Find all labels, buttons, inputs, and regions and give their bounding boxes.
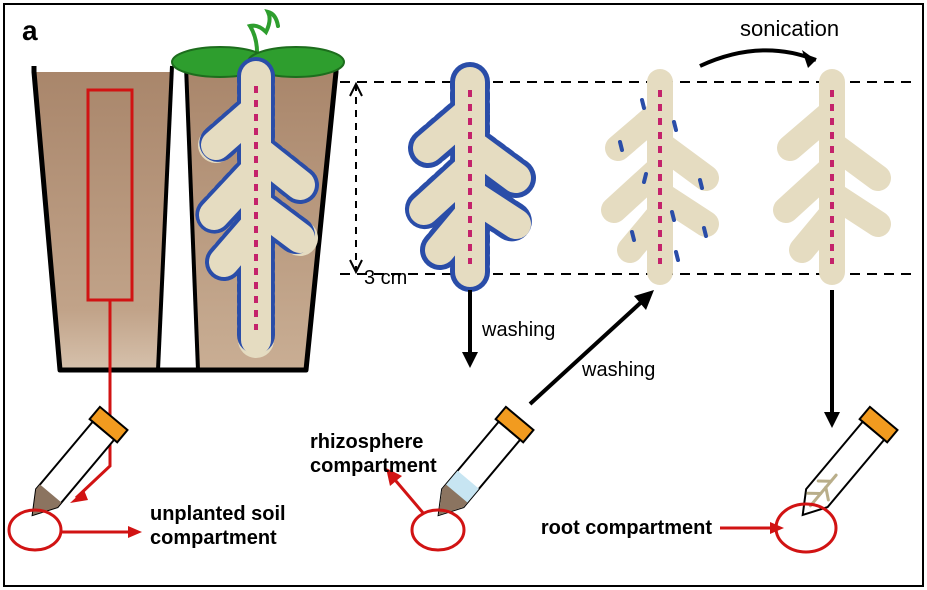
washing-1-label: washing — [481, 319, 555, 341]
unplanted-label-1: unplanted soil — [150, 503, 286, 525]
washing-2-label: washing — [581, 359, 655, 381]
panel-label: a — [22, 15, 38, 46]
diagram-canvas: a — [0, 0, 927, 590]
rhizo-label-1: rhizosphere — [310, 431, 423, 453]
root-comp-label: root compartment — [541, 517, 712, 539]
measure-3cm-label: 3 cm — [364, 267, 407, 289]
sonication-label: sonication — [740, 16, 839, 41]
rhizo-label-2: compartment — [310, 455, 437, 477]
unplanted-label-2: compartment — [150, 527, 277, 549]
